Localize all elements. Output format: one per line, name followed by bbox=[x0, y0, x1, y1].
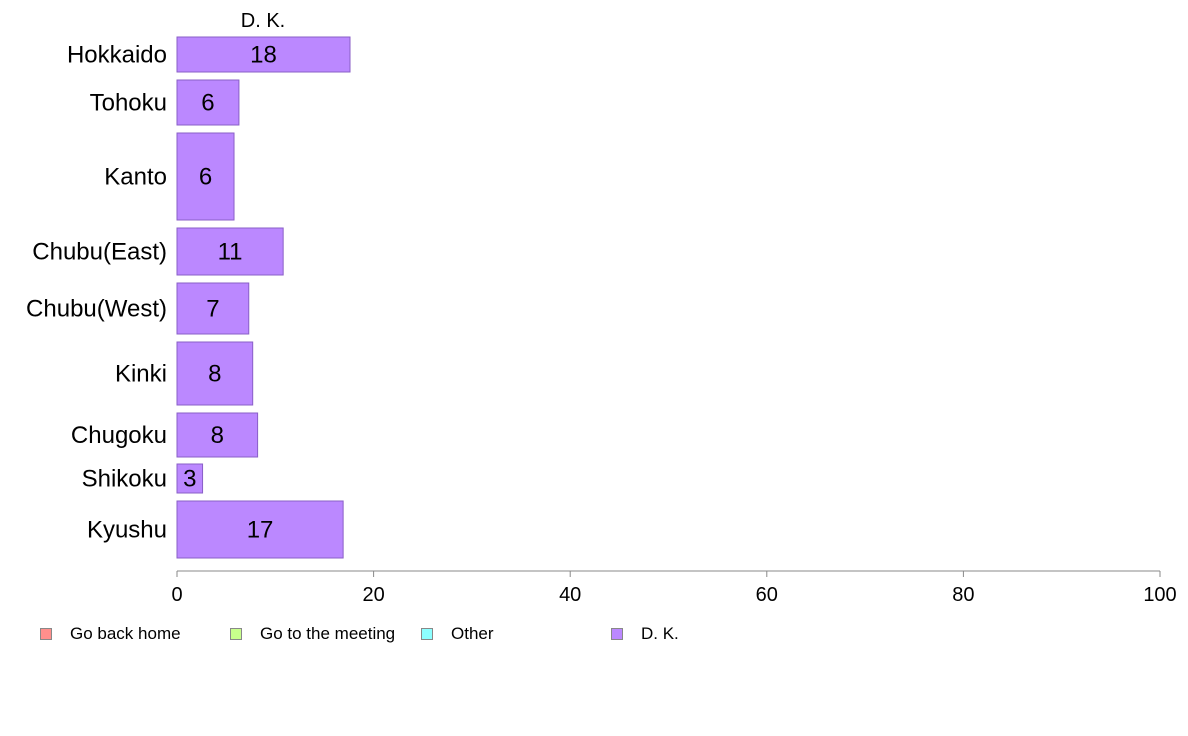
category-label-kyushu: Kyushu bbox=[87, 517, 167, 544]
legend-label: D. K. bbox=[641, 624, 679, 643]
x-tick-label-100: 100 bbox=[1143, 584, 1176, 606]
data-label-shikoku: 3 bbox=[183, 466, 196, 493]
bar-shikoku bbox=[176, 463, 204, 494]
data-label-tohoku: 6 bbox=[201, 90, 214, 117]
category-label-shikoku: Shikoku bbox=[82, 466, 167, 493]
x-tick-label-20: 20 bbox=[362, 584, 384, 606]
data-label-kinki: 8 bbox=[208, 361, 221, 388]
bar-kinki bbox=[176, 341, 254, 406]
category-label-hokkaido: Hokkaido bbox=[67, 42, 167, 69]
legend-item-go-back-home: Go back home bbox=[40, 624, 181, 644]
bar-kanto bbox=[176, 132, 235, 221]
x-tick-label-0: 0 bbox=[171, 584, 182, 606]
series-title: D. K. bbox=[241, 10, 285, 32]
bar-hokkaido bbox=[176, 36, 351, 73]
x-tick-label-40: 40 bbox=[559, 584, 581, 606]
bar-chugoku bbox=[176, 412, 259, 458]
legend-item-other: Other bbox=[421, 624, 494, 644]
x-tick-label-60: 60 bbox=[756, 584, 778, 606]
bars-group bbox=[176, 36, 351, 559]
legend-item-dk: D. K. bbox=[611, 624, 679, 644]
legend-swatch-other bbox=[421, 628, 433, 640]
legend-swatch-dk bbox=[611, 628, 623, 640]
category-label-chugoku: Chugoku bbox=[71, 422, 167, 449]
category-label-chubu-east: Chubu(East) bbox=[32, 239, 167, 266]
data-label-hokkaido: 18 bbox=[250, 42, 277, 69]
x-axis: 0 20 40 60 80 100 bbox=[171, 570, 1177, 606]
data-label-chubu-east: 11 bbox=[218, 239, 243, 266]
category-labels-group: Hokkaido Tohoku Kanto Chubu(East) Chubu(West… bbox=[26, 42, 167, 544]
legend-label: Go to the meeting bbox=[260, 624, 396, 643]
data-label-kyushu: 17 bbox=[247, 517, 274, 544]
legend-swatch-go-back-home bbox=[40, 628, 52, 640]
data-label-kanto: 6 bbox=[199, 164, 212, 191]
data-label-chubu-west: 7 bbox=[206, 296, 219, 323]
category-label-tohoku: Tohoku bbox=[90, 90, 167, 117]
category-label-chubu-west: Chubu(West) bbox=[26, 296, 167, 323]
x-tick-label-80: 80 bbox=[952, 584, 974, 606]
data-label-chugoku: 8 bbox=[211, 422, 224, 449]
legend-swatch-go-to-the-meeting bbox=[230, 628, 242, 640]
legend-label: Other bbox=[451, 624, 494, 643]
legend: Go back home Go to the meeting Other D. … bbox=[40, 624, 1140, 644]
legend-item-go-to-the-meeting: Go to the meeting bbox=[230, 624, 395, 644]
bar-tohoku bbox=[176, 79, 240, 126]
bar-chubu-east bbox=[176, 227, 284, 276]
bar-chubu-west bbox=[176, 282, 250, 335]
category-label-kanto: Kanto bbox=[104, 164, 167, 191]
bar-kyushu bbox=[176, 500, 344, 559]
legend-label: Go back home bbox=[70, 624, 181, 643]
category-label-kinki: Kinki bbox=[115, 361, 167, 388]
